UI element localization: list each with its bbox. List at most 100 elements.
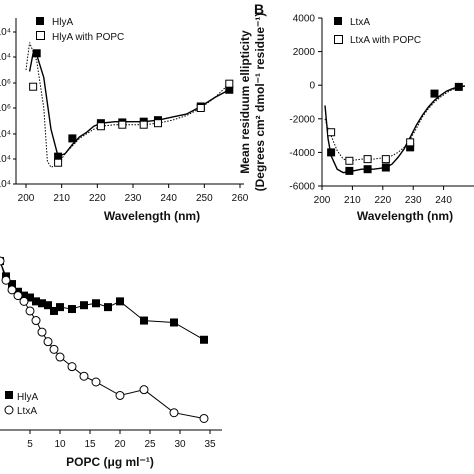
- panel-c-point-hlya: [140, 316, 148, 325]
- panel-a-x-axis-label: Wavelength (nm): [104, 209, 200, 223]
- panel-b-series: [324, 82, 466, 175]
- panel-c-legend-label-ltxa: LtxA: [17, 406, 37, 417]
- panel-a-point-hlya-popc: [196, 104, 205, 112]
- panel-b-x-tick-label: 230: [405, 195, 422, 206]
- panel-a-x-tick-label: 200: [18, 193, 35, 204]
- panel-a-legend: HlyA HlyA with POPC: [36, 17, 124, 43]
- panel-c-x-tick-label: 35: [204, 439, 216, 450]
- panel-a-y-tick-label: 10⁶: [0, 103, 11, 114]
- panel-b-legend-label-ltxa: LtxA: [350, 17, 370, 28]
- panel-b-point-ltxa-popc: [381, 155, 390, 164]
- panel-c-point-ltxa: [79, 371, 89, 381]
- panel-a-x-tick-label: 220: [89, 193, 106, 204]
- panel-c-legend-marker-hlya: [5, 391, 13, 399]
- panel-b-x-tick-label: 240: [435, 195, 452, 206]
- panel-c-point-ltxa: [115, 390, 125, 400]
- panel-c-point-ltxa: [13, 291, 23, 301]
- panel-b-line-ltxa: [324, 85, 466, 174]
- panel-c-point-ltxa: [139, 385, 149, 395]
- panel-a-point-hlya-popc: [54, 158, 63, 167]
- panel-c-point-ltxa: [25, 306, 35, 316]
- panel-b-y-axis-label-line2: (Degrees cm² dmol⁻¹ residue⁻¹): [253, 13, 267, 192]
- panel-c-point-ltxa: [1, 275, 11, 285]
- panel-c-point-hlya: [68, 305, 76, 314]
- panel-c-x-tick-label: 15: [84, 439, 96, 450]
- panel-c-point-ltxa: [0, 256, 5, 266]
- panel-a-y-tick-label: 10⁴: [0, 27, 11, 38]
- panel-a-y-ticks: 10⁴ 10⁴ 10⁶ 10⁶ 10⁴ 10⁴ 10⁴: [0, 27, 16, 190]
- panel-c-x-tick-label: 25: [144, 439, 156, 450]
- panel-c-point-ltxa: [91, 377, 101, 387]
- panel-b-line-ltxa-popc: [324, 85, 466, 162]
- panel-a-point-hlya: [32, 49, 41, 58]
- panel-a-point-hlya-popc: [139, 120, 148, 129]
- panel-a-legend-label-hlya: HlyA: [52, 17, 73, 28]
- panel-a-y-tick-label: 10⁶: [0, 78, 11, 89]
- panel-a-legend-marker-hlya: [36, 17, 44, 25]
- panel-c-point-hlya: [56, 303, 64, 312]
- panel-c-point-hlya: [44, 301, 52, 310]
- panel-c-point-ltxa: [19, 296, 29, 306]
- panel-b-y-tick-label: -6000: [289, 182, 315, 193]
- panel-a-x-tick-label: 210: [53, 193, 70, 204]
- panel-b-y-axis-label-line1: Mean residuum ellipticity: [238, 30, 252, 174]
- panel-b-y-ticks: 4000 2000 0 -2000 -4000 -6000: [289, 14, 322, 193]
- panel-c-point-ltxa: [37, 327, 47, 337]
- panel-b-x-tick-label: 220: [374, 195, 391, 206]
- panel-a-x-tick-label: 230: [125, 193, 142, 204]
- panel-b-point-ltxa: [430, 89, 439, 98]
- panel-a-point-hlya-popc: [118, 120, 127, 129]
- panel-b-legend-label-ltxa-popc: LtxA with POPC: [350, 35, 421, 46]
- panel-a-point-hlya-popc: [96, 122, 105, 131]
- panel-b-legend-marker-ltxa-popc: [334, 35, 343, 44]
- panel-b-legend: LtxA LtxA with POPC: [334, 17, 421, 46]
- panel-a-x-tick-label: 250: [196, 193, 213, 204]
- panel-c-x-tick-label: 5: [27, 439, 33, 450]
- panel-a-chart: 10⁴ 10⁴ 10⁶ 10⁶ 10⁴ 10⁴ 10⁴ 200 210 220 230 240 250…: [0, 17, 249, 223]
- panel-b-x-tick-label: 210: [344, 195, 361, 206]
- panel-c-point-hlya: [116, 297, 124, 306]
- panel-c-point-hlya: [170, 318, 178, 327]
- panel-c-x-axis-label: POPC (μg ml⁻¹): [66, 455, 154, 469]
- panel-b-y-tick-label: 0: [309, 81, 315, 92]
- panel-a-point-hlya-popc: [29, 82, 38, 91]
- panel-a-x-tick-label: 260: [232, 193, 249, 204]
- panel-c-point-ltxa: [49, 344, 59, 354]
- panel-a-plot-area: 10⁴ 10⁴ 10⁶ 10⁶ 10⁴ 10⁴ 10⁴ 200 210 220 230 240 250…: [0, 18, 249, 204]
- panel-a-legend-label-hlya-popc: HlyA with POPC: [52, 32, 124, 43]
- panel-b-y-tick-label: 2000: [293, 47, 316, 58]
- panel-a-y-tick-label: 10⁴: [0, 52, 11, 63]
- panel-a-series: [25, 42, 234, 168]
- panel-a-y-tick-label: 10⁴: [0, 129, 11, 140]
- panel-b-legend-marker-ltxa: [334, 17, 342, 25]
- panel-b-label: B: [254, 1, 264, 17]
- panel-b-x-axis-label: Wavelength (nm): [357, 209, 453, 223]
- panel-a-y-tick-label: 10⁴: [0, 179, 11, 190]
- panel-b-point-ltxa-popc: [363, 155, 372, 164]
- panel-c-point-ltxa: [199, 413, 209, 423]
- panel-c-chart: 5 10 15 20 25 30 35 POPC (μg ml⁻¹) HlyA LtxA: [0, 256, 222, 469]
- panel-c-point-ltxa: [31, 316, 41, 326]
- panel-b-point-ltxa-popc: [327, 128, 336, 137]
- panel-b-y-tick-label: -2000: [289, 114, 315, 125]
- panel-b-point-ltxa: [327, 148, 336, 157]
- panel-a-point-hlya: [68, 134, 77, 143]
- panel-c-x-tick-label: 30: [174, 439, 186, 450]
- panel-c-point-ltxa: [43, 337, 53, 347]
- panel-b-y-tick-label: -4000: [289, 148, 315, 159]
- panel-c-point-ltxa: [7, 285, 17, 295]
- panel-c-point-ltxa: [67, 362, 77, 372]
- panel-c-x-tick-label: 20: [114, 439, 126, 450]
- panel-a-point-hlya-popc: [225, 79, 234, 88]
- panel-b-point-ltxa: [363, 165, 372, 174]
- panel-b-y-tick-label: 4000: [293, 14, 316, 25]
- panel-c-legend-marker-ltxa: [4, 405, 14, 415]
- panel-a-x-tick-label: 240: [160, 193, 177, 204]
- panel-c-point-ltxa: [55, 352, 65, 362]
- panel-c-legend-label-hlya: HlyA: [17, 392, 38, 403]
- panel-c-series: [0, 256, 209, 423]
- panel-c-x-tick-label: 10: [54, 439, 66, 450]
- panel-a-point-hlya-popc: [153, 119, 162, 128]
